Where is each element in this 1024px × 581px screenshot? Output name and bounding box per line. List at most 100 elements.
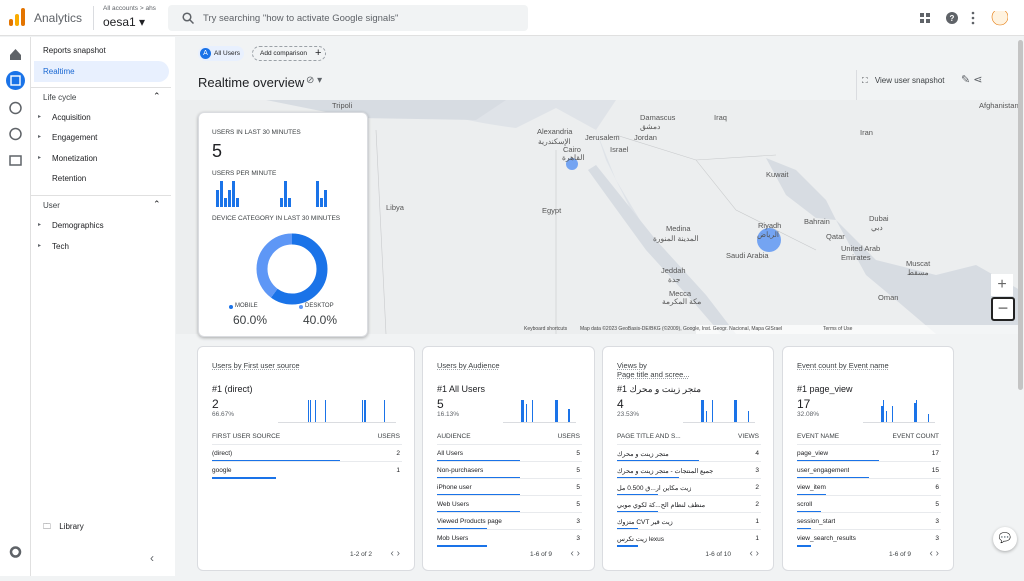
- row-name[interactable]: زيت مكاين ار...ق 0.500 مل: [617, 485, 692, 492]
- row-name[interactable]: Web Users: [437, 501, 470, 508]
- segment-chip[interactable]: A All Users: [198, 46, 244, 61]
- active-highlight: [34, 61, 169, 82]
- feedback[interactable]: 💬: [993, 527, 1017, 551]
- card-title[interactable]: Event count by Event name: [797, 361, 889, 370]
- search[interactable]: Try searching "how to activate Google si…: [168, 5, 528, 31]
- minute-bar: [701, 400, 703, 422]
- top-value: 2: [212, 397, 219, 411]
- row-bar: [437, 545, 487, 547]
- minute-bar: [314, 400, 317, 422]
- caret: ▸: [38, 154, 42, 161]
- row-name[interactable]: جميع المنتجات - متجر زينت و محرك: [617, 468, 714, 475]
- zoom-out[interactable]: −: [991, 297, 1015, 321]
- nav-item[interactable]: Engagement: [52, 133, 98, 143]
- map-label: مسقط: [907, 268, 929, 277]
- property[interactable]: oesa1 ▾: [103, 15, 146, 29]
- minute-bar: [220, 181, 223, 207]
- section-title[interactable]: Life cycle: [43, 93, 77, 102]
- card-title[interactable]: Users by First user source: [212, 361, 300, 370]
- minute-bar: [361, 400, 364, 422]
- row-name[interactable]: user_engagement: [797, 467, 850, 474]
- row-name[interactable]: زيت تكرس lexus: [617, 536, 665, 543]
- segment-label: All Users: [214, 50, 241, 57]
- row-name[interactable]: (direct): [212, 450, 233, 457]
- row-name[interactable]: page_view: [797, 450, 829, 457]
- row-bar: [797, 545, 812, 547]
- row-name[interactable]: منظف لنظام الح...كة لكوي موبي: [617, 502, 706, 509]
- report-card: Users by Audience #1 All Users 5 16.13% AUDI…: [422, 346, 595, 571]
- snapshot[interactable]: ⛶ View user snapshot: [862, 76, 945, 85]
- map-label: Qatar: [826, 232, 845, 241]
- row-divider: [212, 461, 402, 462]
- legend-swatch: [229, 305, 233, 309]
- row-name[interactable]: متجر زينت و محرك: [617, 451, 669, 458]
- nav-item[interactable]: Demographics: [52, 221, 104, 231]
- row-value: 3: [935, 518, 939, 525]
- svg-text:?: ?: [950, 14, 955, 23]
- share-icons[interactable]: ✎ ⋖: [961, 74, 983, 86]
- library-label: Library: [59, 522, 84, 531]
- row-name[interactable]: scroll: [797, 501, 813, 508]
- zoom-in[interactable]: +: [991, 274, 1013, 296]
- row-divider: [437, 529, 582, 530]
- card-title[interactable]: Views by: [617, 361, 647, 370]
- rail-icons: [6, 49, 25, 558]
- nav-item[interactable]: Tech: [52, 241, 69, 251]
- map-label: Jordan: [634, 133, 657, 142]
- map-label: Jerusalem: [585, 133, 620, 142]
- row-value: 4: [755, 450, 759, 457]
- pager-arrows[interactable]: ‹ ›: [570, 548, 580, 559]
- row-divider: [437, 461, 582, 462]
- row-bar: [797, 494, 826, 496]
- nav-item[interactable]: Realtime: [43, 67, 75, 76]
- minute-bar: [747, 411, 749, 422]
- report-card: Views by Page title and scree... #1 متجر ز…: [602, 346, 774, 571]
- collapse[interactable]: ‹: [150, 551, 154, 565]
- map-label: Israel: [610, 145, 629, 154]
- status-dropdown[interactable]: ⊘ ▾: [306, 75, 323, 86]
- minute-bar: [914, 402, 916, 422]
- minute-bar: [554, 400, 557, 422]
- row-value: 3: [755, 467, 759, 474]
- row-name[interactable]: session_start: [797, 518, 836, 525]
- row-name[interactable]: Viewed Products page: [437, 518, 502, 525]
- caret: ▸: [38, 114, 42, 120]
- row-name[interactable]: متزوك CVT زيت قير: [617, 519, 673, 526]
- nav-item[interactable]: Acquisition: [52, 113, 91, 122]
- row-name[interactable]: Mob Users: [437, 535, 469, 542]
- minute-bar: [288, 198, 291, 207]
- location-bubble: [566, 158, 578, 170]
- section-title[interactable]: User: [43, 201, 60, 211]
- top-share: 16.13%: [437, 411, 460, 418]
- top-share: 23.53%: [617, 411, 640, 418]
- add-comparison[interactable]: Add comparison +: [252, 46, 326, 61]
- card-title[interactable]: Users by Audience: [437, 361, 500, 370]
- row-name[interactable]: google: [212, 467, 232, 474]
- map-label: Alexandria: [537, 127, 573, 136]
- minute-bar: [705, 411, 707, 422]
- row-divider: [617, 478, 761, 479]
- pager-arrows[interactable]: ‹ ›: [929, 548, 939, 559]
- pager-arrows[interactable]: ‹ ›: [390, 548, 400, 559]
- pager-arrows[interactable]: ‹ ›: [749, 548, 759, 559]
- row-name[interactable]: view_item: [797, 484, 826, 491]
- minute-bar: [734, 400, 736, 422]
- nav-item[interactable]: Monetization: [52, 153, 98, 163]
- row-name[interactable]: Non-purchasers: [437, 467, 484, 474]
- row-name[interactable]: iPhone user: [437, 484, 472, 491]
- row-name[interactable]: view_search_results: [797, 535, 856, 542]
- row-name[interactable]: All Users: [437, 450, 464, 457]
- per-minute-label: USERS PER MINUTE: [212, 170, 277, 177]
- users-value: 5: [212, 141, 223, 161]
- row-value: 6: [935, 484, 939, 491]
- pager: 1-6 of 9: [888, 551, 911, 558]
- card-title[interactable]: Page title and scree...: [617, 370, 690, 379]
- row-value: 5: [576, 501, 580, 508]
- library[interactable]: 🗀 Library: [43, 522, 84, 531]
- nav-item[interactable]: Retention: [52, 173, 87, 183]
- row-divider: [437, 478, 582, 479]
- row-value: 1: [396, 467, 400, 474]
- account-path[interactable]: All accounts > ahs: [103, 5, 156, 12]
- row-divider: [212, 444, 402, 445]
- nav-item[interactable]: Reports snapshot: [43, 46, 106, 55]
